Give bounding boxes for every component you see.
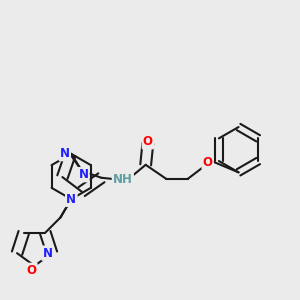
Text: NH: NH <box>113 173 133 186</box>
Text: O: O <box>26 264 37 277</box>
Text: N: N <box>43 247 52 260</box>
Text: N: N <box>66 193 76 206</box>
Text: O: O <box>143 135 153 148</box>
Text: N: N <box>79 168 88 181</box>
Text: O: O <box>203 156 213 169</box>
Text: N: N <box>60 147 70 160</box>
Text: N: N <box>66 193 76 206</box>
